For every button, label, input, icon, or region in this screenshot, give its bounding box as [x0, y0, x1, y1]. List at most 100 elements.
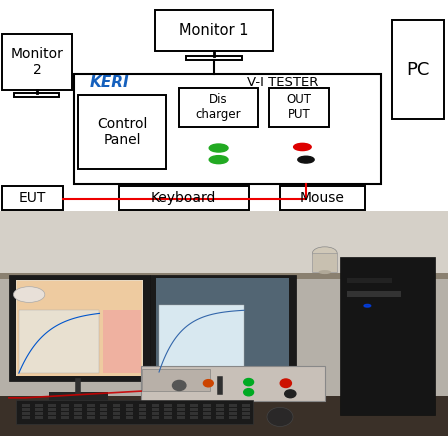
Bar: [22, 412, 30, 415]
Bar: [190, 412, 198, 415]
Bar: [22, 404, 30, 407]
Bar: [177, 404, 185, 407]
Bar: [164, 416, 172, 419]
Bar: [113, 416, 121, 419]
Bar: [216, 416, 224, 419]
Bar: [113, 408, 121, 411]
Ellipse shape: [293, 143, 311, 150]
Text: EUT: EUT: [19, 191, 46, 205]
Ellipse shape: [267, 407, 293, 426]
Bar: [0, 211, 448, 274]
Bar: [35, 412, 43, 415]
Bar: [14, 92, 59, 97]
Bar: [258, 410, 316, 426]
Bar: [138, 408, 146, 411]
Bar: [2, 186, 63, 211]
Bar: [35, 416, 43, 419]
Bar: [126, 412, 134, 415]
Text: V-I TESTER: V-I TESTER: [246, 76, 318, 89]
Bar: [229, 416, 237, 419]
Bar: [177, 412, 185, 415]
Bar: [61, 412, 69, 415]
Text: Monitor 1: Monitor 1: [179, 23, 249, 37]
Ellipse shape: [319, 270, 331, 274]
Bar: [49, 392, 108, 401]
Bar: [347, 278, 392, 283]
Bar: [19, 310, 99, 373]
Bar: [100, 412, 108, 415]
Bar: [151, 408, 159, 411]
Bar: [190, 408, 198, 411]
Bar: [164, 408, 172, 411]
Bar: [340, 258, 435, 415]
Bar: [0, 273, 448, 279]
Bar: [74, 74, 381, 184]
Bar: [190, 404, 198, 407]
Ellipse shape: [244, 388, 254, 396]
Ellipse shape: [244, 378, 254, 386]
Bar: [203, 408, 211, 411]
Bar: [242, 416, 250, 419]
Ellipse shape: [364, 304, 371, 307]
Bar: [155, 10, 273, 51]
Bar: [87, 412, 95, 415]
Bar: [48, 416, 56, 419]
Text: Monitor
2: Monitor 2: [10, 47, 64, 77]
Bar: [186, 56, 242, 60]
Bar: [138, 416, 146, 419]
Bar: [141, 366, 325, 401]
Ellipse shape: [13, 287, 45, 303]
Ellipse shape: [209, 156, 228, 164]
Bar: [22, 408, 30, 411]
Text: PC: PC: [406, 61, 430, 79]
Bar: [229, 408, 237, 411]
Bar: [100, 416, 108, 419]
Bar: [9, 276, 150, 381]
Bar: [177, 416, 185, 419]
Bar: [242, 412, 250, 415]
Ellipse shape: [209, 144, 228, 152]
Bar: [138, 404, 146, 407]
Bar: [164, 412, 172, 415]
Ellipse shape: [172, 381, 186, 391]
Bar: [203, 416, 211, 419]
Ellipse shape: [298, 156, 314, 163]
Bar: [87, 408, 95, 411]
Ellipse shape: [313, 247, 337, 259]
Bar: [203, 404, 211, 407]
Bar: [179, 392, 260, 401]
Bar: [48, 412, 56, 415]
Bar: [177, 408, 185, 411]
Bar: [216, 412, 224, 415]
Text: Keyboard: Keyboard: [151, 191, 216, 205]
Bar: [392, 20, 444, 119]
Bar: [61, 416, 69, 419]
Bar: [151, 416, 159, 419]
Bar: [100, 408, 108, 411]
Bar: [87, 404, 95, 407]
Bar: [61, 408, 69, 411]
Bar: [280, 186, 365, 211]
Bar: [142, 368, 210, 391]
Bar: [74, 408, 82, 411]
Bar: [203, 412, 211, 415]
Bar: [190, 416, 198, 419]
Bar: [22, 416, 30, 419]
Bar: [119, 186, 249, 211]
Bar: [138, 412, 146, 415]
Bar: [179, 88, 258, 127]
Bar: [347, 291, 401, 297]
Text: OUT
PUT: OUT PUT: [287, 93, 311, 121]
Bar: [103, 310, 141, 373]
Bar: [216, 408, 224, 411]
Bar: [126, 404, 134, 407]
Bar: [113, 404, 121, 407]
Ellipse shape: [280, 379, 292, 388]
Bar: [229, 404, 237, 407]
Bar: [16, 280, 143, 377]
Text: Control
Panel: Control Panel: [97, 117, 147, 147]
Bar: [156, 278, 289, 375]
Bar: [100, 404, 108, 407]
Bar: [48, 404, 56, 407]
Text: Dis
charger: Dis charger: [196, 93, 241, 121]
